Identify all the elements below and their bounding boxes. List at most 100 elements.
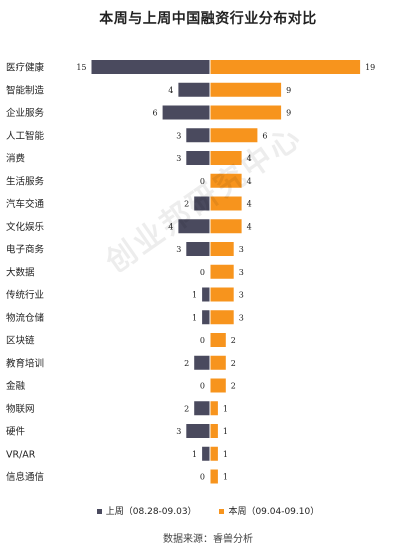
bar-this-week [210,264,234,279]
bar-this-week [210,310,234,325]
bar-this-week [210,355,226,370]
value-label-last-week: 15 [76,63,86,72]
bar-this-week [210,242,234,256]
value-label-this-week: 4 [247,177,252,186]
bar-this-week [210,333,226,347]
bar-last-week [162,105,210,120]
value-label-last-week: 0 [200,473,205,482]
value-label-this-week: 3 [239,313,244,322]
value-label-last-week: 1 [192,291,197,300]
category-label: 金融 [6,380,26,392]
value-label-last-week: 1 [192,313,197,322]
bar-this-week [210,469,218,484]
category-label: 医疗健康 [6,62,45,74]
category-label: 生活服务 [6,175,45,187]
value-label-last-week: 0 [200,336,205,345]
value-label-last-week: 3 [176,245,181,254]
data-source: 数据来源：睿兽分析 [163,534,253,545]
bar-this-week [210,378,226,393]
value-label-this-week: 9 [286,109,291,118]
value-label-last-week: 2 [184,200,189,209]
category-label: 物流仓储 [6,312,45,324]
value-label-this-week: 1 [223,450,228,459]
legend-swatch-this-week [219,509,225,514]
bar-last-week [186,151,210,165]
category-label: 企业服务 [6,107,45,119]
bar-this-week [210,424,218,438]
bar-this-week [210,128,258,143]
category-label: 传统行业 [6,289,44,301]
bar-last-week [186,424,210,438]
category-label: 人工智能 [6,130,45,142]
bar-this-week [210,196,242,211]
value-label-last-week: 4 [168,86,173,95]
bar-this-week [210,105,282,120]
bar-this-week [210,60,361,74]
category-label: 文化娱乐 [6,221,45,233]
value-label-this-week: 1 [223,404,228,413]
bar-last-week [178,82,210,97]
value-label-this-week: 2 [231,359,236,368]
bar-last-week [194,196,210,211]
bar-last-week [194,401,210,416]
value-label-last-week: 4 [168,222,173,231]
bar-this-week [210,82,282,97]
category-label: 信息通信 [6,471,44,483]
value-label-last-week: 6 [153,109,158,118]
value-label-this-week: 2 [231,336,236,345]
bar-last-week [186,242,210,256]
value-label-this-week: 9 [286,86,291,95]
legend-label-last-week: 上周（08.28-09.03） [105,507,197,517]
legend-item-this-week: 本周（09.04-09.10） [219,504,319,517]
bar-this-week [210,401,218,416]
legend-swatch-last-week [96,509,102,514]
value-label-last-week: 1 [192,450,197,459]
chart-legend: 上周（08.28-09.03） 本周（09.04-09.10） [0,504,416,517]
value-label-last-week: 3 [176,131,181,140]
value-label-this-week: 1 [223,427,228,436]
value-label-this-week: 4 [247,200,252,209]
bar-last-week [91,60,210,74]
category-label: 物联网 [6,403,35,415]
category-label: 大数据 [6,266,35,278]
bar-this-week [210,151,242,165]
value-label-last-week: 3 [176,154,181,163]
value-label-last-week: 2 [184,359,189,368]
bar-last-week [186,128,210,143]
value-label-last-week: 0 [200,268,205,277]
value-label-this-week: 3 [239,245,244,254]
value-label-this-week: 4 [247,222,252,231]
value-label-last-week: 2 [184,404,189,413]
category-label: 消费 [6,153,25,165]
bar-this-week [210,219,242,234]
bar-last-week [202,446,210,461]
category-label: 硬件 [6,426,26,438]
bar-last-week [202,287,210,302]
bar-last-week [202,310,210,325]
legend-label-this-week: 本周（09.04-09.10） [228,507,320,517]
category-label: 汽车交通 [6,198,45,210]
category-label: VR/AR [6,449,36,460]
bar-this-week [210,287,234,302]
value-label-last-week: 3 [176,427,181,436]
bar-last-week [194,355,210,370]
chart-title: 本周与上周中国融资行业分布对比 [99,11,317,27]
value-label-this-week: 6 [262,131,267,140]
bar-this-week [210,173,242,188]
value-label-this-week: 2 [231,382,236,391]
category-label: 智能制造 [6,84,45,96]
value-label-this-week: 4 [247,154,252,163]
category-label: 电子商务 [6,244,45,256]
value-label-this-week: 3 [239,268,244,277]
legend-item-last-week: 上周（08.28-09.03） [96,504,197,517]
value-label-last-week: 0 [200,382,205,391]
value-label-last-week: 0 [200,177,205,186]
value-label-this-week: 3 [239,291,244,300]
category-label: 区块链 [6,335,35,347]
bar-last-week [178,219,210,234]
value-label-this-week: 1 [223,473,228,482]
category-label: 教育培训 [6,357,44,369]
value-label-this-week: 19 [365,63,375,72]
bar-this-week [210,446,218,461]
